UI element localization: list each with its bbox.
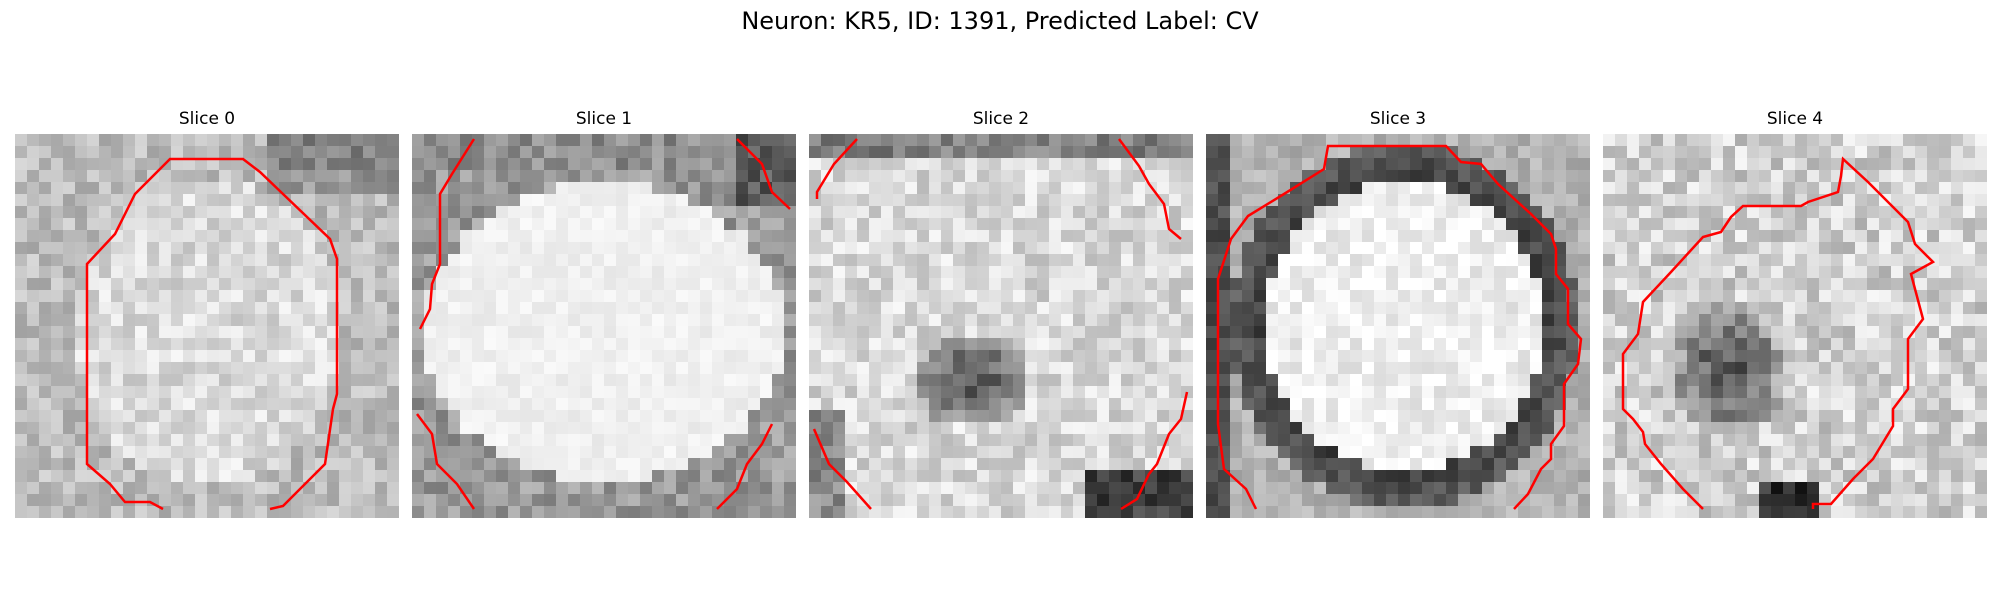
roi-contour bbox=[736, 138, 791, 210]
roi-contour bbox=[416, 413, 476, 510]
roi-contour bbox=[812, 428, 872, 510]
slice-image bbox=[809, 134, 1193, 518]
slice-title: Slice 0 bbox=[178, 109, 236, 129]
slice-image bbox=[15, 134, 399, 518]
roi-contour bbox=[716, 423, 774, 510]
slice-image bbox=[412, 134, 796, 518]
slice-title: Slice 1 bbox=[575, 109, 633, 129]
slice-title: Slice 4 bbox=[1766, 109, 1824, 129]
figure-title: Neuron: KR5, ID: 1391, Predicted Label: … bbox=[741, 7, 1259, 35]
roi-contour bbox=[1120, 391, 1189, 511]
pixel-grid bbox=[809, 134, 1193, 518]
slice-image bbox=[1206, 134, 1590, 518]
roi-contour bbox=[85, 157, 339, 511]
pixel-grid bbox=[1206, 134, 1590, 518]
roi-contour bbox=[418, 138, 476, 330]
slice-image bbox=[1603, 134, 1987, 518]
slice-title: Slice 2 bbox=[972, 109, 1030, 129]
pixel-grid bbox=[15, 134, 399, 518]
roi-contour bbox=[815, 138, 858, 199]
roi-contour bbox=[1117, 138, 1182, 240]
slice-title: Slice 3 bbox=[1369, 109, 1427, 129]
roi-contour bbox=[1216, 144, 1583, 510]
pixel-grid bbox=[1603, 134, 1987, 518]
roi-contour bbox=[1621, 156, 1936, 510]
pixel-grid bbox=[412, 134, 796, 518]
